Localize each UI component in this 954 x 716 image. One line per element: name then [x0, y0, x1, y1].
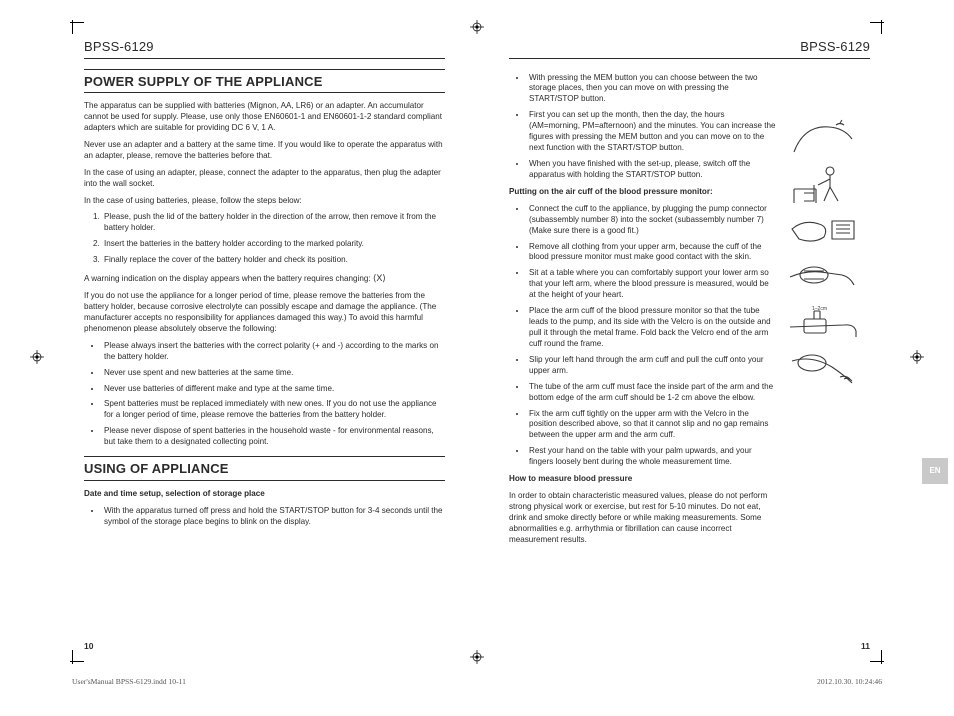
- list-item: The tube of the arm cuff must face the i…: [527, 382, 776, 404]
- illustration-column: 1–2cm: [784, 69, 870, 552]
- list-item: Insert the batteries in the battery hold…: [102, 239, 445, 250]
- footer-timestamp: 2012.10.30. 10:24:46: [817, 677, 882, 686]
- subheading: How to measure blood pressure: [509, 474, 776, 485]
- list-item: With the apparatus turned off press and …: [102, 506, 445, 528]
- setup-list: With the apparatus turned off press and …: [102, 506, 445, 528]
- paragraph: Never use an adapter and a battery at th…: [84, 140, 445, 162]
- model-header: BPSS-6129: [84, 38, 445, 59]
- list-item: Never use batteries of different make an…: [102, 384, 445, 395]
- illus-arm-raise-icon: [784, 117, 862, 159]
- registration-mark: [470, 20, 484, 34]
- list-item: Please, push the lid of the battery hold…: [102, 212, 445, 234]
- illus-hand-rest-icon: [784, 347, 862, 389]
- list-item: When you have finished with the set-up, …: [527, 159, 776, 181]
- section-power-supply: POWER SUPPLY OF THE APPLIANCE: [84, 69, 445, 94]
- list-item: Sit at a table where you can comfortably…: [527, 268, 776, 301]
- list-item: Spent batteries must be replaced immedia…: [102, 399, 445, 421]
- registration-mark: [910, 350, 924, 364]
- list-item: Please never dispose of spent batteries …: [102, 426, 445, 448]
- battery-care-list: Please always insert the batteries with …: [102, 341, 445, 448]
- paragraph: A warning indication on the display appe…: [84, 272, 445, 285]
- list-item: First you can set up the month, then the…: [527, 110, 776, 154]
- subheading: Date and time setup, selection of storag…: [84, 489, 445, 500]
- battery-steps-list: Please, push the lid of the battery hold…: [102, 212, 445, 266]
- subheading: Putting on the air cuff of the blood pre…: [509, 187, 776, 198]
- paragraph: The apparatus can be supplied with batte…: [84, 101, 445, 134]
- right-text-column: With pressing the MEM button you can cho…: [509, 69, 776, 552]
- page-spread: BPSS-6129 POWER SUPPLY OF THE APPLIANCE …: [68, 38, 886, 652]
- list-item: Please always insert the batteries with …: [102, 341, 445, 363]
- paragraph: If you do not use the appliance for a lo…: [84, 291, 445, 335]
- svg-text:1–2cm: 1–2cm: [812, 306, 827, 312]
- illus-cuff-wrap-icon: [784, 209, 862, 251]
- registration-mark: [470, 650, 484, 664]
- list-item: Remove all clothing from your upper arm,…: [527, 242, 776, 264]
- list-item: Slip your left hand through the arm cuff…: [527, 355, 776, 377]
- illus-sitting-icon: [784, 163, 862, 205]
- text: A warning indication on the display appe…: [84, 274, 373, 283]
- paragraph: In order to obtain characteristic measur…: [509, 491, 776, 546]
- print-footer: User'sManual BPSS-6129.indd 10-11 2012.1…: [72, 677, 882, 686]
- page-right: BPSS-6129 With pressing the MEM button y…: [477, 38, 886, 652]
- page-number: 11: [861, 641, 870, 652]
- list-item: Place the arm cuff of the blood pressure…: [527, 306, 776, 350]
- page-left: BPSS-6129 POWER SUPPLY OF THE APPLIANCE …: [68, 38, 477, 652]
- illus-cuff-position-icon: 1–2cm: [784, 301, 862, 343]
- list-item: Fix the arm cuff tightly on the upper ar…: [527, 409, 776, 442]
- paragraph: In the case of using batteries, please, …: [84, 196, 445, 207]
- cuff-steps-list: Connect the cuff to the appliance, by pl…: [527, 204, 776, 468]
- list-item: Never use spent and new batteries at the…: [102, 368, 445, 379]
- illus-cuff-slide-icon: [784, 255, 862, 297]
- model-header: BPSS-6129: [509, 38, 870, 59]
- crop-mark: [72, 22, 86, 36]
- list-item: Rest your hand on the table with your pa…: [527, 446, 776, 468]
- list-item: With pressing the MEM button you can cho…: [527, 73, 776, 106]
- language-tab: EN: [922, 458, 948, 484]
- setup-continued-list: With pressing the MEM button you can cho…: [527, 73, 776, 181]
- footer-file: User'sManual BPSS-6129.indd 10-11: [72, 677, 186, 686]
- page-number: 10: [84, 641, 93, 652]
- list-item: Connect the cuff to the appliance, by pl…: [527, 204, 776, 237]
- list-item: Finally replace the cover of the battery…: [102, 255, 445, 266]
- section-using-appliance: USING OF APPLIANCE: [84, 456, 445, 481]
- paragraph: In the case of using an adapter, please,…: [84, 168, 445, 190]
- registration-mark: [30, 350, 44, 364]
- battery-warning-icon: ⟨X⟩: [373, 273, 386, 283]
- crop-mark: [868, 22, 882, 36]
